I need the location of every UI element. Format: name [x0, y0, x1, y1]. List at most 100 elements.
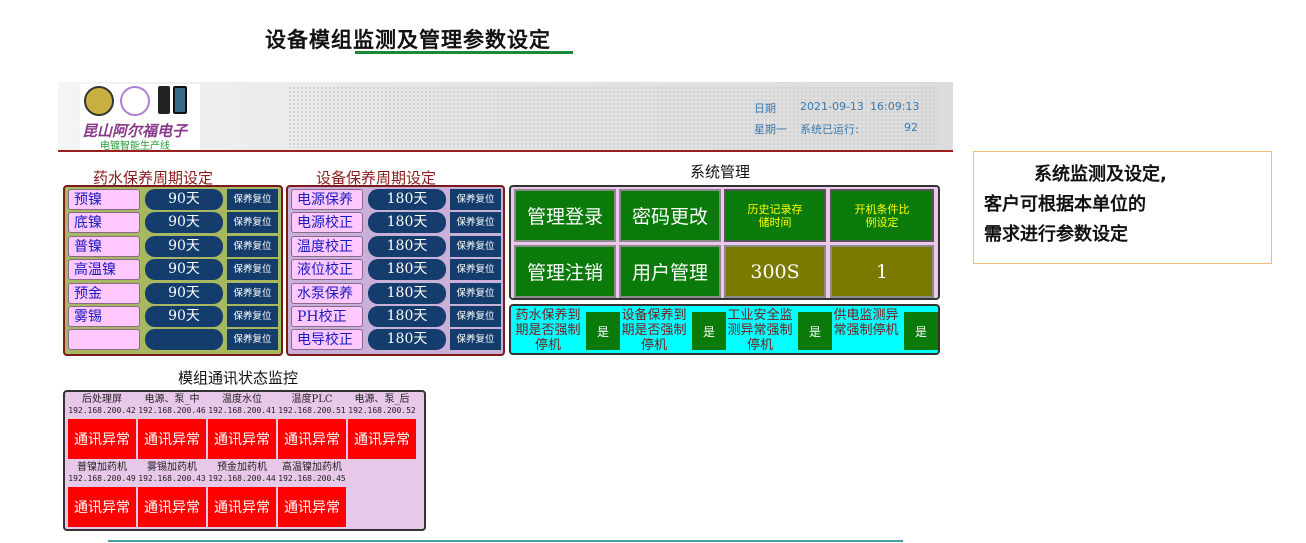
forced-stop-panel: 药水保养到期是否强制停机是设备保养到期是否强制停机是工业安全监测异常强制停机是供…: [509, 304, 940, 355]
comm-status-panel: 后处理屏 192.168.200.42 通讯异常 电源、泵_中 192.168.200.…: [63, 390, 426, 531]
runtime-label: 系统已运行:: [800, 123, 859, 136]
maintenance-period-input[interactable]: 180天: [368, 329, 446, 351]
module-status: 通讯异常: [138, 419, 206, 459]
comm-module: 电源、泵_中 192.168.200.46 通讯异常: [138, 394, 206, 459]
runtime-value: 92: [904, 121, 918, 134]
company-logo: 昆山阿尔福电子 电镀智能生产线: [80, 84, 200, 152]
startup-ratio-label: 开机条件比例设定: [830, 189, 934, 242]
module-name: 预金加药机: [217, 462, 267, 473]
module-name: 温度PLC: [291, 394, 333, 405]
maintenance-item-label: 电源保养: [291, 189, 363, 210]
forced-stop-label: 药水保养到期是否强制停机: [515, 308, 581, 353]
comm-module: 高温镍加药机 192.168.200.45 通讯异常: [278, 462, 346, 527]
module-ip: 192.168.200.43: [138, 474, 206, 483]
forced-stop-toggle[interactable]: 是: [904, 312, 938, 350]
system-panel: 管理登录 密码更改 历史记录存储时间 开机条件比例设定 管理注销 用户管理 30…: [509, 185, 940, 300]
module-status: 通讯异常: [348, 419, 416, 459]
comm-section-title: 模组通讯状态监控: [178, 369, 299, 387]
history-storage-input[interactable]: 300S: [724, 245, 826, 298]
system-section-title: 系统管理: [690, 163, 751, 181]
module-ip: 192.168.200.52: [348, 406, 416, 415]
module-name: 高温镍加药机: [282, 462, 342, 473]
maintenance-item-label: 水泵保养: [291, 282, 363, 304]
maintenance-period-input[interactable]: 90天: [145, 189, 223, 210]
comm-module: 雾锡加药机 192.168.200.43 通讯异常: [138, 462, 206, 527]
maintenance-reset-button[interactable]: 保养复位: [227, 189, 278, 210]
change-password-button[interactable]: 密码更改: [619, 189, 721, 242]
maintenance-period-input[interactable]: 180天: [368, 189, 446, 210]
comm-module: 温度水位 192.168.200.41 通讯异常: [208, 394, 276, 459]
weekday: 星期一: [754, 123, 787, 136]
module-name: 电源、泵_后: [354, 394, 410, 405]
admin-logout-button[interactable]: 管理注销: [514, 245, 616, 298]
maintenance-item-label: 液位校正: [291, 259, 363, 281]
maintenance-item-label: 温度校正: [291, 235, 363, 257]
maintenance-reset-button[interactable]: 保养复位: [450, 306, 501, 327]
comm-module: 普镍加药机 192.168.200.49 通讯异常: [68, 462, 136, 527]
description-callout: 系统监测及设定, 客户可根据本单位的 需求进行参数设定: [973, 151, 1272, 264]
maintenance-reset-button[interactable]: 保养复位: [450, 282, 501, 304]
forced-stop-toggle[interactable]: 是: [586, 312, 620, 350]
maintenance-item-label: 电源校正: [291, 212, 363, 234]
maintenance-period-input[interactable]: 180天: [368, 259, 446, 281]
maintenance-reset-button[interactable]: 保养复位: [450, 189, 501, 210]
maintenance-period-input[interactable]: 180天: [368, 306, 446, 327]
note-line: 需求进行参数设定: [984, 224, 1128, 245]
header: 昆山阿尔福电子 电镀智能生产线 日期 2021-09-13 16:09:13 星…: [58, 82, 953, 152]
module-ip: 192.168.200.51: [278, 406, 346, 415]
maintenance-item-label: 高温镍: [68, 259, 140, 281]
admin-login-button[interactable]: 管理登录: [514, 189, 616, 242]
maintenance-item-label: 雾锡: [68, 306, 140, 327]
startup-ratio-input[interactable]: 1: [830, 245, 934, 298]
module-status: 通讯异常: [138, 487, 206, 527]
maintenance-item-label: [68, 329, 140, 351]
maintenance-period-input[interactable]: 90天: [145, 235, 223, 257]
maintenance-item-label: 预镍: [68, 189, 140, 210]
module-status: 通讯异常: [68, 487, 136, 527]
maintenance-reset-button[interactable]: 保养复位: [450, 259, 501, 281]
maintenance-reset-button[interactable]: 保养复位: [450, 212, 501, 234]
history-storage-label: 历史记录存储时间: [724, 189, 826, 242]
maintenance-period-input[interactable]: [145, 329, 223, 351]
maintenance-reset-button[interactable]: 保养复位: [227, 235, 278, 257]
module-name: 普镍加药机: [77, 462, 127, 473]
logo-subtitle: 电镀智能生产线: [100, 141, 170, 152]
forced-stop-toggle[interactable]: 是: [798, 312, 832, 350]
module-name: 后处理屏: [82, 394, 122, 405]
equip-maintenance-panel: 电源保养 180天 保养复位 电源校正 180天 保养复位 温度校正 180天 保养复位 液位校正…: [286, 185, 505, 356]
forced-stop-label: 设备保养到期是否强制停机: [621, 308, 687, 353]
maintenance-reset-button[interactable]: 保养复位: [227, 329, 278, 351]
comm-module: 温度PLC 192.168.200.51 通讯异常: [278, 394, 346, 459]
maintenance-period-input[interactable]: 90天: [145, 282, 223, 304]
maintenance-item-label: 电导校正: [291, 329, 363, 351]
module-ip: 192.168.200.49: [68, 474, 136, 483]
maintenance-period-input[interactable]: 90天: [145, 212, 223, 234]
module-ip: 192.168.200.46: [138, 406, 206, 415]
module-status: 通讯异常: [278, 419, 346, 459]
maintenance-reset-button[interactable]: 保养复位: [227, 212, 278, 234]
maintenance-reset-button[interactable]: 保养复位: [227, 259, 278, 281]
forced-stop-label: 工业安全监测异常强制停机: [727, 308, 793, 353]
date-value: 2021-09-13: [800, 100, 864, 113]
forced-stop-label: 供电监测异常强制停机: [833, 308, 899, 338]
maintenance-period-input[interactable]: 90天: [145, 259, 223, 281]
maintenance-item-label: PH校正: [291, 306, 363, 327]
note-line: 系统监测及设定,: [1034, 164, 1167, 185]
maintenance-period-input[interactable]: 180天: [368, 282, 446, 304]
forced-stop-toggle[interactable]: 是: [692, 312, 726, 350]
maintenance-reset-button[interactable]: 保养复位: [450, 329, 501, 351]
maintenance-period-input[interactable]: 180天: [368, 212, 446, 234]
comm-module: 后处理屏 192.168.200.42 通讯异常: [68, 394, 136, 459]
maintenance-reset-button[interactable]: 保养复位: [227, 306, 278, 327]
page-title: 设备模组监测及管理参数设定: [265, 28, 551, 52]
maintenance-period-input[interactable]: 90天: [145, 306, 223, 327]
maintenance-reset-button[interactable]: 保养复位: [450, 235, 501, 257]
maintenance-item-label: 底镍: [68, 212, 140, 234]
user-management-button[interactable]: 用户管理: [619, 245, 721, 298]
maintenance-period-input[interactable]: 180天: [368, 235, 446, 257]
note-line: 客户可根据本单位的: [984, 194, 1146, 215]
maintenance-item-label: 预金: [68, 282, 140, 304]
maintenance-reset-button[interactable]: 保养复位: [227, 282, 278, 304]
maintenance-item-label: 普镍: [68, 235, 140, 257]
phone-icon: [158, 86, 170, 114]
